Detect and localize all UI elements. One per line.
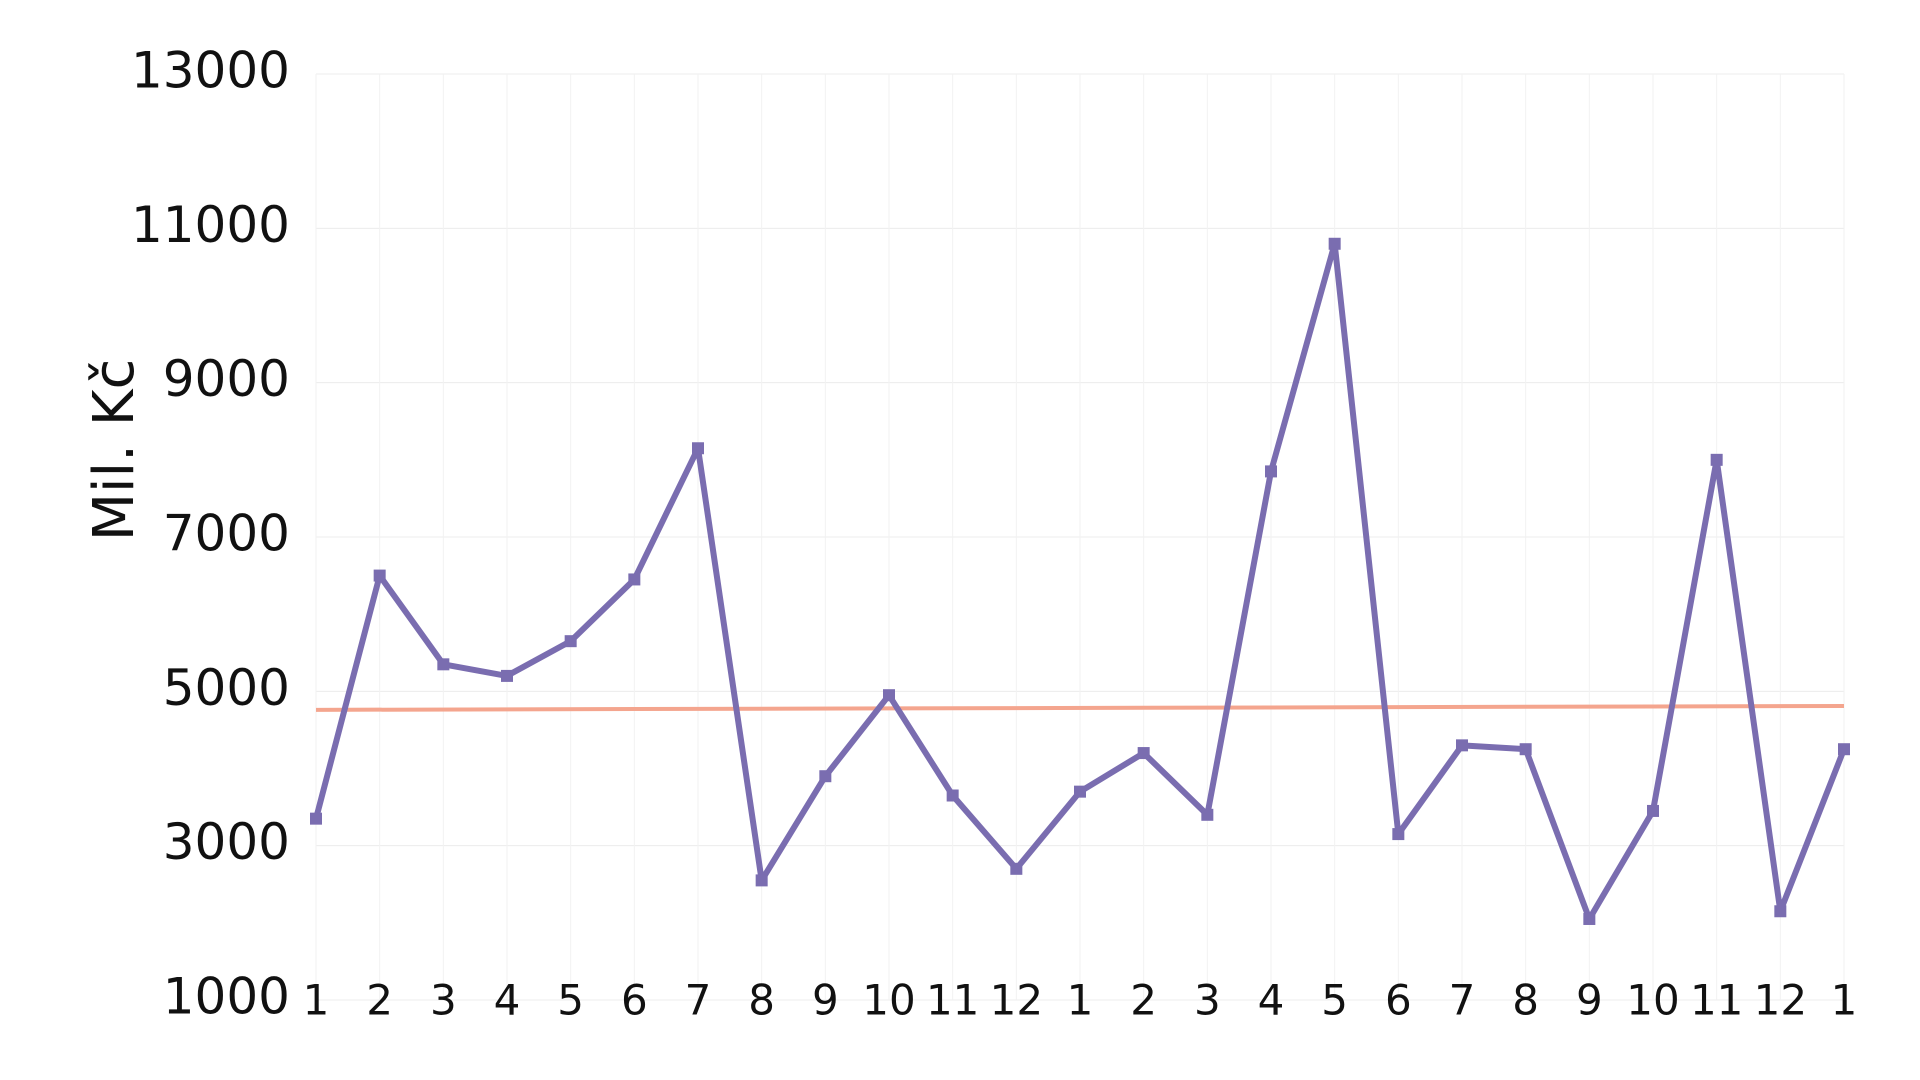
- marker: [310, 812, 322, 825]
- x-tick-label: 11: [926, 976, 979, 1025]
- x-tick-label: 1: [303, 976, 330, 1025]
- x-tick-label: 8: [748, 976, 775, 1025]
- marker: [883, 689, 895, 702]
- marker: [437, 658, 450, 671]
- x-tick-label: 12: [990, 976, 1043, 1025]
- trendline: [315, 703, 1845, 712]
- marker: [819, 770, 832, 783]
- x-tick-label: 7: [685, 976, 712, 1025]
- x-tick-label: 10: [1626, 976, 1679, 1025]
- x-tick-label: 3: [1194, 976, 1221, 1025]
- marker: [1519, 743, 1532, 756]
- y-tick-label: 5000: [163, 659, 290, 717]
- marker: [1137, 747, 1150, 760]
- x-tick-label: 1: [1831, 976, 1858, 1025]
- marker: [1710, 453, 1723, 466]
- marker: [1456, 739, 1468, 752]
- marker: [1010, 862, 1023, 875]
- x-tick-label: 1: [1067, 976, 1094, 1025]
- marker: [1774, 905, 1787, 918]
- x-tick-label: 9: [1576, 976, 1603, 1025]
- x-tick-label: 2: [366, 976, 393, 1025]
- y-tick-label: 9000: [163, 350, 290, 408]
- marker: [1838, 743, 1850, 756]
- marker: [564, 635, 577, 648]
- marker: [373, 569, 386, 582]
- x-tick-label: 4: [1258, 976, 1285, 1025]
- x-tick-label: 8: [1512, 976, 1539, 1025]
- marker: [1583, 912, 1596, 925]
- marker: [501, 669, 513, 682]
- x-tick-label: 9: [812, 976, 839, 1025]
- x-tick-label: 2: [1130, 976, 1157, 1025]
- marker: [1201, 808, 1214, 821]
- x-tick-label: 7: [1449, 976, 1476, 1025]
- y-tick-label: 3000: [163, 813, 290, 871]
- marker: [755, 874, 768, 887]
- marker: [946, 789, 959, 802]
- y-axis-label: Mil. Kč: [82, 359, 147, 542]
- x-tick-label: 6: [1385, 976, 1412, 1025]
- x-tick-label: 5: [1321, 976, 1348, 1025]
- marker: [1392, 828, 1405, 841]
- y-tick-label: 7000: [163, 505, 290, 563]
- x-tick-label: 5: [557, 976, 584, 1025]
- y-tick-label: 1000: [163, 968, 290, 1026]
- marker: [692, 442, 704, 455]
- x-tick-label: 10: [862, 976, 915, 1025]
- x-tick-label: 11: [1690, 976, 1743, 1025]
- y-tick-label: 13000: [131, 42, 290, 100]
- marker: [1328, 237, 1341, 250]
- y-tick-label: 11000: [131, 196, 290, 254]
- x-tick-label: 12: [1754, 976, 1807, 1025]
- x-tick-label: 4: [494, 976, 521, 1025]
- x-tick-label: 6: [621, 976, 648, 1025]
- marker: [1647, 804, 1659, 817]
- x-tick-label: 3: [430, 976, 457, 1025]
- marker: [1074, 785, 1086, 798]
- marker: [1265, 465, 1277, 478]
- marker: [628, 573, 641, 586]
